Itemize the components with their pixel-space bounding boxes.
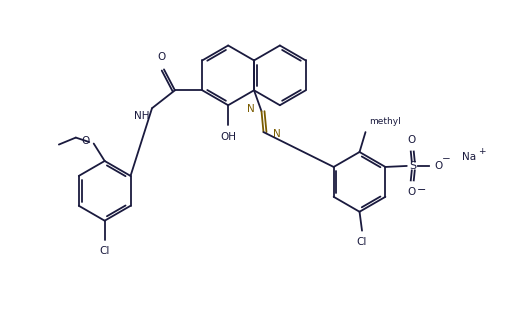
Text: methyl: methyl [370,117,401,126]
Text: S: S [409,161,416,171]
Text: Na: Na [462,152,476,162]
Text: Cl: Cl [99,246,110,256]
Text: NH: NH [134,111,150,121]
Text: O: O [81,136,90,146]
Text: O: O [435,161,443,171]
Text: −: − [442,154,451,164]
Text: O: O [407,135,415,145]
Text: N: N [273,129,281,139]
Text: +: + [478,146,486,156]
Text: Cl: Cl [357,237,367,247]
Text: OH: OH [220,132,236,142]
Text: O: O [407,187,415,197]
Text: −: − [417,185,427,195]
Text: O: O [157,53,165,63]
Text: N: N [247,104,254,114]
